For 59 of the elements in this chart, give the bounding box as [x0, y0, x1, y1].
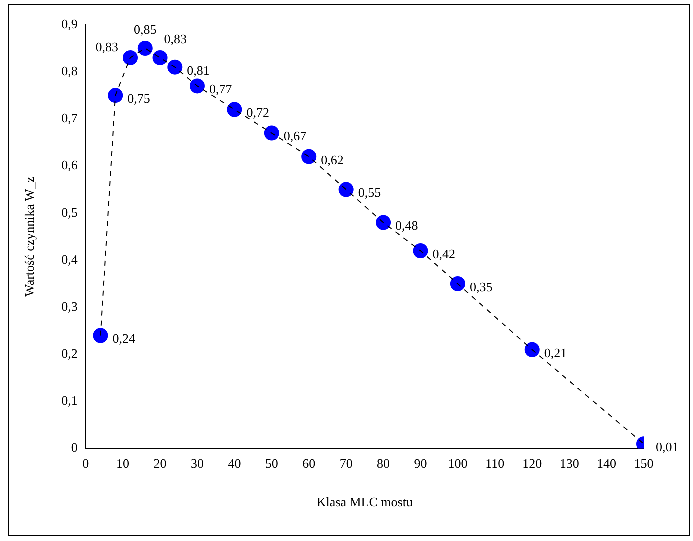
x-tick-label: 120 — [522, 456, 542, 472]
point — [227, 102, 242, 118]
y-tick-label: 0,5 — [62, 204, 78, 220]
y-tick-label: 0,2 — [62, 346, 78, 362]
x-tick-label: 30 — [190, 456, 204, 472]
x-axis-title: Klasa MLC mostu — [316, 494, 414, 510]
x-tick-label: 80 — [377, 456, 390, 472]
data-label: 0,77 — [209, 82, 233, 97]
point — [524, 342, 540, 358]
x-tick-label: 0 — [82, 456, 90, 472]
point — [413, 244, 428, 259]
point — [93, 328, 108, 344]
y-tick-label: 0,7 — [62, 110, 78, 126]
data-label: 0,81 — [187, 62, 210, 78]
x-tick-label: 110 — [486, 456, 505, 472]
y-tick-label: 0 — [71, 440, 78, 456]
point — [338, 182, 354, 198]
data-label: 0,01 — [656, 440, 679, 455]
x-tick-label: 60 — [302, 456, 316, 472]
x-tick-label: 100 — [448, 456, 468, 472]
data-label: 0,24 — [112, 331, 136, 346]
data-label: 0,72 — [246, 105, 270, 120]
data-label: 0,83 — [96, 39, 118, 54]
data-label: 0,62 — [321, 152, 344, 168]
y-tick-label: 0,6 — [62, 158, 78, 173]
point — [264, 126, 280, 141]
point — [123, 50, 138, 66]
x-tick-label: 130 — [560, 456, 580, 472]
x-tick-label: 10 — [116, 456, 130, 472]
point — [138, 41, 153, 56]
y-tick-label: 0,8 — [62, 64, 78, 79]
y-tick-label: 0,1 — [62, 393, 78, 408]
data-label: 0,85 — [134, 22, 157, 37]
y-tick-label: 0,9 — [62, 16, 78, 32]
x-tick-label: 50 — [265, 456, 278, 472]
point — [190, 78, 205, 94]
point — [108, 88, 124, 104]
x-tick-label: 40 — [228, 456, 242, 472]
data-label: 0,67 — [284, 128, 308, 144]
data-label: 0,83 — [164, 31, 188, 46]
x-tick-label: 70 — [340, 456, 353, 472]
point — [152, 50, 168, 66]
data-label: 0,55 — [358, 185, 382, 200]
y-axis-title: Wartość czynnika W_z — [22, 176, 38, 297]
data-label: 0,42 — [432, 246, 456, 262]
data-label: 0,48 — [396, 218, 418, 234]
point — [450, 276, 466, 292]
x-tick-label: 140 — [597, 456, 617, 472]
y-tick-label: 0,3 — [62, 298, 78, 314]
data-label: 0,75 — [128, 91, 150, 106]
point — [168, 60, 183, 75]
x-tick-label: 90 — [414, 456, 428, 472]
x-tick-label: 150 — [634, 456, 654, 472]
x-tick-label: 20 — [154, 456, 167, 472]
point — [376, 215, 392, 230]
point — [302, 149, 317, 164]
data-label: 0,21 — [544, 345, 568, 360]
data-label: 0,35 — [470, 279, 493, 294]
y-tick-label: 0,4 — [62, 252, 78, 267]
